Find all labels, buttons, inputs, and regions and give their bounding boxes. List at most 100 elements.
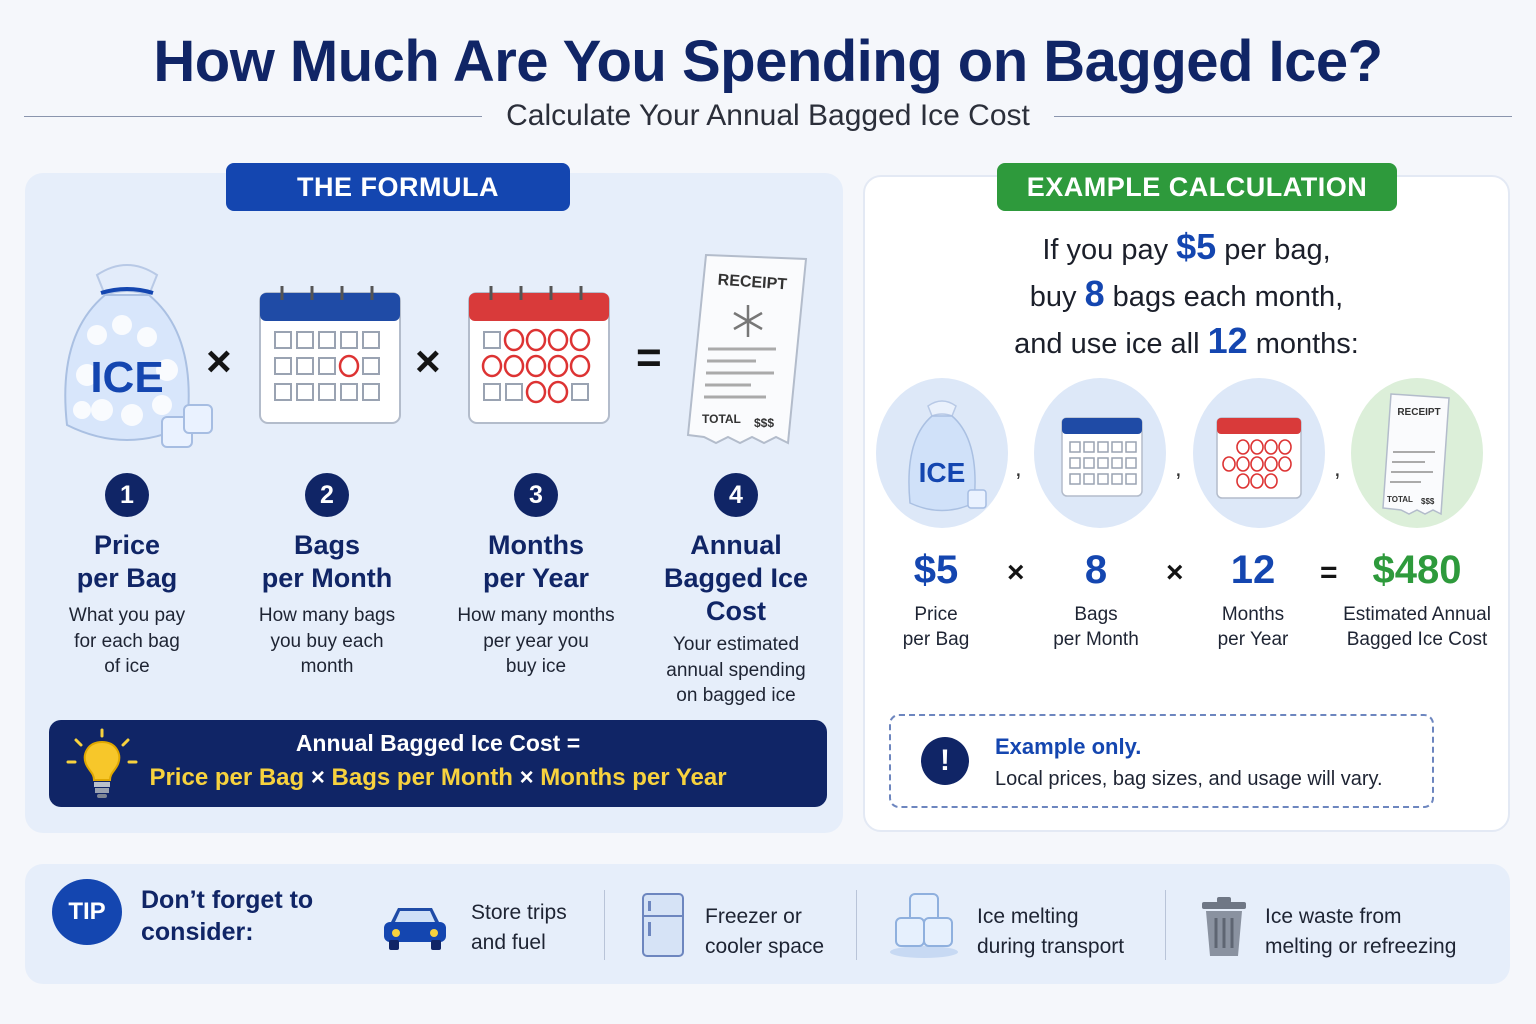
formula-bar-equation: Price per Bag × Bags per Month × Months … (49, 764, 827, 792)
item-line: Freezer or (705, 905, 802, 928)
item-line: and fuel (471, 931, 546, 954)
example-disclaimer: ! Example only. Local prices, bag sizes,… (889, 714, 1434, 808)
lightbulb-icon (64, 726, 140, 807)
example-price-value: $5 (913, 548, 959, 592)
item-line: Ice melting (977, 905, 1079, 928)
consider-item: Ice waste from melting or refreezing (1265, 902, 1456, 962)
disclaimer-text: Local prices, bag sizes, and usage will … (995, 768, 1383, 790)
example-bags-label: Bags per Month (1036, 602, 1156, 652)
item-line: Ice waste from (1265, 905, 1402, 928)
ice-label: ICE (919, 457, 966, 488)
formula-term: Price per Bag (149, 764, 305, 791)
calendar-icon (1193, 378, 1325, 528)
step-desc-line: of ice (104, 656, 150, 677)
step-desc-line: Your estimated (672, 634, 800, 655)
step-title-line: per Bag (76, 563, 178, 593)
step-desc-line: for each bag (74, 630, 180, 652)
label-line: per Month (1053, 629, 1139, 650)
receipt-title: RECEIPT (1397, 407, 1440, 418)
car-icon (380, 900, 450, 959)
divider (856, 890, 857, 960)
scenario-text: per bag, (1216, 234, 1331, 266)
subtitle-row: Calculate Your Annual Bagged Ice Cost (24, 98, 1512, 134)
receipt-amount: $$$ (1421, 497, 1435, 506)
heading-line: consider: (141, 918, 254, 946)
example-months-label: Months per Year (1193, 602, 1313, 652)
step-title-line: Cost (706, 596, 766, 626)
step-desc-line: annual spending (666, 659, 806, 681)
divider-left (24, 115, 483, 117)
item-line: cooler space (705, 935, 825, 958)
step-title-line: Bagged Ice (663, 563, 809, 593)
consider-item: Ice melting during transport (977, 902, 1124, 962)
step-desc-line: buy ice (505, 656, 567, 677)
label-line: per Bag (902, 629, 970, 650)
item-line: Store trips (471, 901, 567, 924)
step-number: 3 (514, 473, 558, 517)
scenario-text: months: (1247, 328, 1359, 360)
example-scenario: If you pay $5 per bag, buy 8 bags each m… (863, 225, 1510, 366)
receipt-title: RECEIPT (717, 272, 788, 294)
consider-item: Store trips and fuel (471, 898, 567, 958)
divider-right (1053, 115, 1512, 117)
label-line: Bagged Ice Cost (1346, 629, 1488, 650)
formula-term: Bags per Month (331, 764, 513, 791)
ice-cubes-icon (886, 890, 962, 965)
label-line: per Year (1217, 629, 1289, 650)
scenario-text: and use ice all (1014, 328, 1208, 360)
scenario-value: $5 (1176, 226, 1217, 267)
receipt-total: TOTAL (702, 412, 741, 426)
step-desc-line: you buy each (270, 630, 384, 652)
example-price-label: Price per Bag (876, 602, 996, 652)
label-line: Price (914, 604, 958, 625)
times-operator: × (519, 764, 534, 791)
item-line: during transport (977, 935, 1125, 958)
step-desc-line: month (300, 656, 354, 677)
scenario-value: 12 (1207, 320, 1248, 361)
times-operator: × (1166, 556, 1184, 589)
formula-term: Months per Year (540, 764, 727, 791)
example-total-label: Estimated Annual Bagged Ice Cost (1337, 602, 1497, 652)
times-operator: × (206, 337, 232, 386)
step-desc-line: What you pay (68, 605, 186, 626)
calendar-icon (227, 245, 427, 455)
step-title-line: per Year (482, 563, 590, 593)
calendar-icon (1034, 378, 1166, 528)
equals-operator: = (636, 333, 662, 382)
refrigerator-icon (640, 892, 686, 963)
formula-bar-heading: Annual Bagged Ice Cost = (295, 730, 581, 756)
consider-bar (25, 864, 1510, 984)
ice-bag-icon: ICE (876, 378, 1008, 528)
formula-summary-bar: Annual Bagged Ice Cost = Price per Bag ×… (49, 720, 827, 807)
receipt-amount: $$$ (754, 416, 774, 430)
page-subtitle: Calculate Your Annual Bagged Ice Cost (506, 99, 1030, 132)
step-title-line: Bags (293, 530, 361, 560)
receipt-total: TOTAL (1387, 495, 1413, 504)
ice-label: ICE (90, 353, 163, 402)
separator-dot: , (1175, 455, 1182, 482)
formula-step-bags: 2 Bags per Month How many bags you buy eac… (227, 245, 427, 680)
formula-step-months: 3 Months per Year How many months per year… (436, 245, 636, 680)
formula-tag: THE FORMULA (226, 163, 570, 211)
times-operator: × (310, 764, 325, 791)
step-number: 2 (305, 473, 349, 517)
step-desc-line: per year you (483, 630, 589, 652)
consider-item: Freezer or cooler space (705, 902, 824, 962)
exclamation-icon: ! (921, 737, 969, 785)
example-months-value: 12 (1230, 548, 1276, 592)
label-line: Estimated Annual (1343, 604, 1491, 625)
divider (1165, 890, 1166, 960)
equals-operator: = (1320, 556, 1338, 589)
example-tag: EXAMPLE CALCULATION (997, 163, 1397, 211)
step-number: 4 (714, 473, 758, 517)
formula-step-annual: RECEIPT TOTAL $$$ 4 Annual Bagged Ice Cost… (636, 245, 836, 709)
divider (604, 890, 605, 960)
scenario-value: 8 (1084, 273, 1105, 314)
item-line: melting or refreezing (1265, 935, 1457, 958)
step-number: 1 (105, 473, 149, 517)
example-bags-value: 8 (1084, 548, 1108, 592)
separator-dot: , (1015, 455, 1022, 482)
step-title-line: per Month (261, 563, 393, 593)
label-line: Months (1221, 604, 1285, 625)
step-desc-line: How many bags (258, 605, 396, 626)
